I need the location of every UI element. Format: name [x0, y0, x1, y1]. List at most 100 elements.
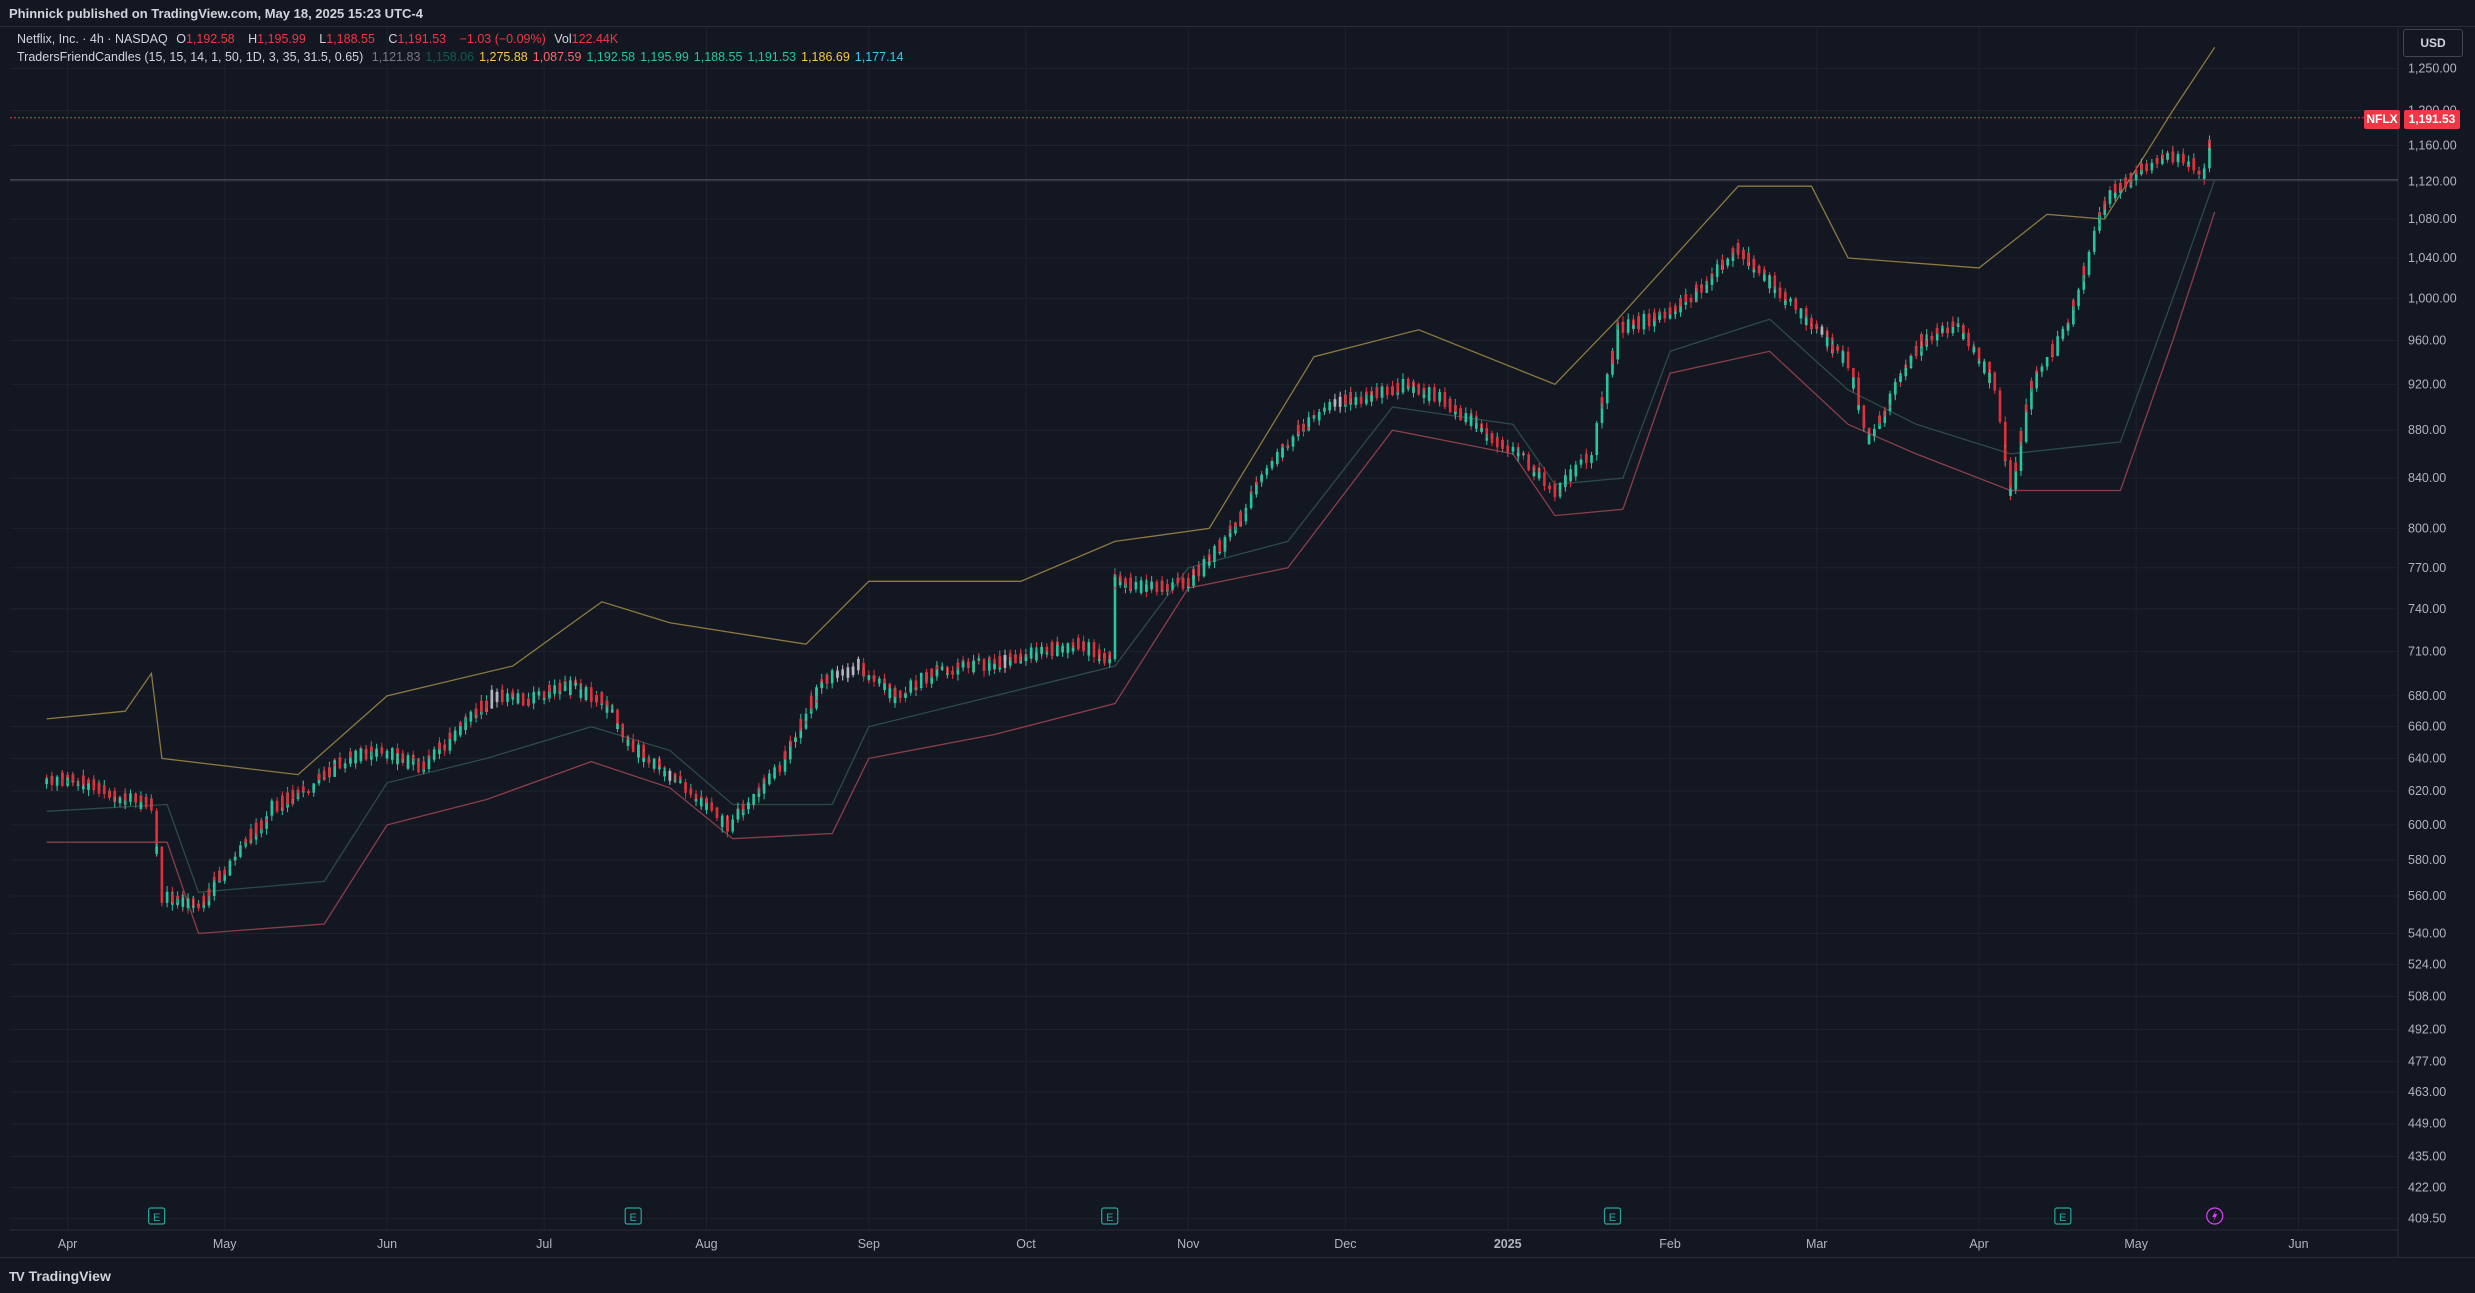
- candle-body: [736, 809, 740, 812]
- candle-body: [1375, 387, 1379, 398]
- candle-body: [1684, 297, 1688, 302]
- candle-body: [1370, 395, 1373, 397]
- candle-body: [1359, 399, 1363, 404]
- candle-body: [506, 695, 509, 701]
- footer: TV TradingView: [0, 1257, 2475, 1293]
- candle-body: [202, 895, 206, 906]
- candle-body: [354, 758, 357, 764]
- candle-body: [1480, 428, 1483, 432]
- tradingview-logo[interactable]: TV TradingView: [9, 1268, 111, 1284]
- candle-body: [1202, 559, 1206, 568]
- indicator-name[interactable]: TradersFriendCandles (15, 15, 14, 1, 50,…: [17, 50, 364, 64]
- candle-body: [1092, 651, 1096, 658]
- candle-body: [673, 780, 677, 782]
- candle-body: [2035, 370, 2038, 382]
- y-tick-label: 1,080.00: [2408, 212, 2457, 226]
- candle-body: [631, 743, 635, 753]
- indicator-value: 1,177.14: [854, 50, 904, 64]
- candle-body: [333, 759, 336, 777]
- candle-body: [1166, 584, 1169, 591]
- candle-body: [1558, 483, 1562, 490]
- candle-body: [1276, 451, 1279, 464]
- candle-body: [129, 793, 132, 797]
- candle-body: [783, 751, 787, 760]
- ohlc-high: H1,195.99: [248, 32, 311, 46]
- candle-body: [1988, 372, 1991, 384]
- candle-body: [254, 829, 258, 834]
- candle-body: [301, 786, 305, 792]
- indicator-value: 1,195.99: [640, 50, 689, 64]
- candle-body: [123, 799, 127, 801]
- candle-body: [312, 783, 316, 790]
- candle-body: [1783, 300, 1787, 303]
- candle-body: [1228, 533, 1232, 537]
- earnings-marker-icon: [148, 1207, 166, 1225]
- candle-body: [1459, 411, 1462, 421]
- candle-body: [459, 726, 462, 729]
- candle-body: [1218, 540, 1222, 551]
- candle-body: [1265, 468, 1269, 471]
- candle-body: [212, 882, 216, 888]
- x-tick-label: Jun: [2288, 1237, 2308, 1251]
- candle-body: [1768, 275, 1771, 289]
- candle-body: [485, 703, 488, 709]
- candle-body: [1097, 659, 1101, 662]
- candle-body: [2108, 190, 2112, 200]
- candle-body: [281, 799, 284, 808]
- y-tick-label: 540.00: [2408, 926, 2446, 940]
- symbol-title[interactable]: Netflix, Inc. · 4h · NASDAQ: [17, 32, 168, 46]
- candle-body: [893, 699, 897, 704]
- candle-body: [422, 761, 426, 770]
- indicator-legend[interactable]: TradersFriendCandles (15, 15, 14, 1, 50,…: [17, 50, 913, 64]
- candle-body: [846, 667, 850, 676]
- candle-body: [1082, 647, 1085, 652]
- symbol-legend[interactable]: Netflix, Inc. · 4h · NASDAQ O1,192.58 H1…: [17, 32, 628, 46]
- ohlc-close: C1,191.53: [388, 32, 451, 46]
- candle-body: [176, 895, 179, 899]
- candle-body: [1804, 308, 1808, 317]
- candle-body: [1464, 413, 1468, 423]
- candle-body: [2197, 172, 2201, 174]
- candle-body: [1579, 459, 1583, 463]
- candle-body: [102, 790, 106, 794]
- candle-body: [977, 659, 981, 661]
- candle-body: [1501, 446, 1504, 449]
- candle-body: [1564, 475, 1567, 485]
- candle-body: [668, 771, 672, 774]
- candle-body: [553, 685, 556, 690]
- currency-button[interactable]: USD: [2403, 29, 2463, 57]
- candle-body: [1234, 522, 1237, 527]
- candle-body: [1040, 647, 1043, 652]
- candle-body: [1904, 368, 1908, 371]
- candle-body: [548, 684, 551, 692]
- candle-body: [679, 781, 682, 783]
- candle-body: [804, 713, 808, 716]
- candle-body: [1323, 408, 1326, 410]
- candle-body: [1836, 346, 1839, 351]
- candle-body: [521, 697, 525, 704]
- candle-body: [1715, 264, 1719, 267]
- candle-body: [1878, 415, 1881, 424]
- x-tick-label: 2025: [1494, 1237, 1522, 1251]
- candle-body: [993, 664, 996, 670]
- high-label: H: [248, 32, 258, 46]
- candle-body: [987, 657, 991, 660]
- candle-body: [97, 782, 101, 794]
- candle-body: [443, 748, 446, 751]
- candle-body: [191, 906, 195, 908]
- candle-body: [1071, 648, 1075, 652]
- candle-body: [2072, 300, 2075, 307]
- candle-body: [726, 820, 729, 832]
- candle-body: [2030, 386, 2033, 410]
- candle-body: [2171, 151, 2175, 163]
- candle-body: [684, 781, 687, 789]
- candle-body: [1333, 399, 1337, 407]
- y-tick-label: 660.00: [2408, 720, 2446, 734]
- candle-body: [1647, 314, 1651, 324]
- candle-body: [2066, 324, 2070, 331]
- candle-body: [1653, 315, 1656, 317]
- earnings-marker-icon: [2054, 1207, 2072, 1225]
- indicator-values: 1,121.83 1,158.06 1,275.88 1,087.59 1,192.58…: [372, 50, 909, 64]
- y-tick-label: 435.00: [2408, 1149, 2446, 1163]
